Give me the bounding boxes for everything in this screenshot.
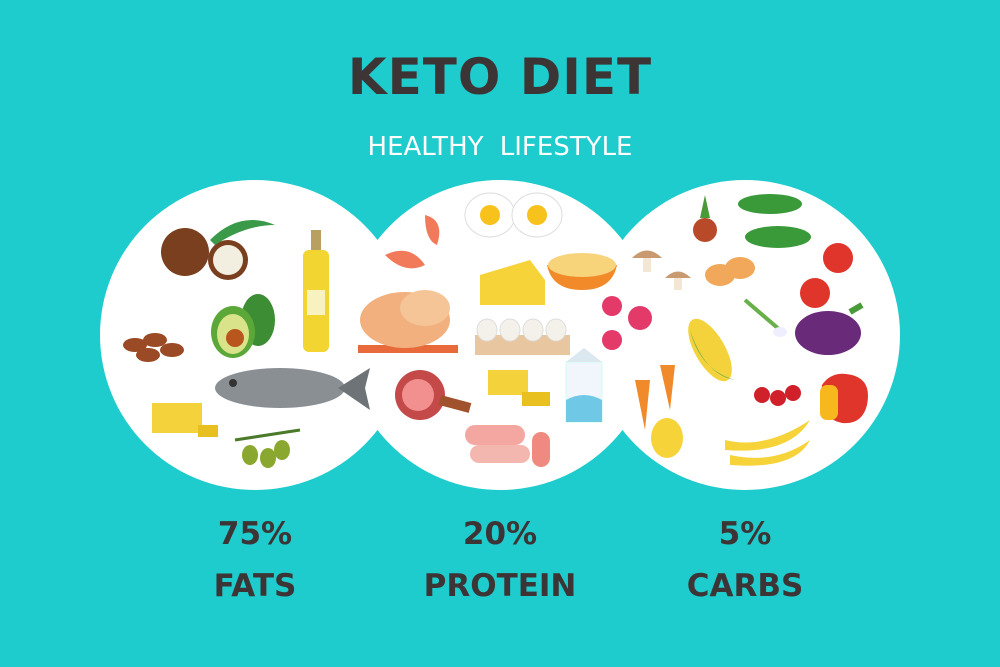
pear-icon (651, 418, 683, 458)
fried-eggs-icon (464, 192, 563, 238)
roast-chicken-icon (358, 290, 458, 353)
eggs-tray-icon (475, 318, 570, 355)
protein-label: PROTEIN (423, 568, 577, 604)
fats-label: FATS (213, 568, 297, 604)
palm-leaf-icon (210, 220, 275, 245)
shrimp-icon (385, 215, 440, 269)
mushrooms-icon (632, 250, 691, 290)
cottage-cheese-icon (547, 253, 617, 290)
fats-percent: 75% (217, 516, 293, 552)
page-subtitle: HEALTHY LIFESTYLE (367, 132, 633, 162)
corn-icon (688, 318, 735, 382)
almonds-icon (123, 333, 184, 362)
milk-icon (565, 348, 603, 423)
cheese-icon (480, 260, 545, 305)
carbs-percent: 5% (718, 516, 772, 552)
banana-icon (725, 420, 810, 466)
tomato-icon (800, 243, 853, 308)
carrot-icon (635, 365, 675, 430)
carbs-stat: 5% CARBS (595, 508, 895, 612)
ham-icon (395, 370, 472, 420)
olive-branch-icon (234, 428, 301, 468)
fats-stat: 75% FATS (105, 508, 405, 612)
onion-icon (693, 195, 717, 242)
protein-stat: 20% PROTEIN (350, 508, 650, 612)
potato-icon (705, 257, 755, 286)
page-title: KETO DIET (347, 48, 653, 106)
coconut-icon (161, 228, 248, 280)
sausages-icon (465, 425, 550, 467)
fish-icon (215, 368, 370, 410)
olive-oil-icon (303, 230, 329, 352)
protein-percent: 20% (462, 516, 538, 552)
eggplant-icon (795, 302, 864, 355)
carbs-label: CARBS (686, 568, 804, 604)
butter-icon (488, 370, 550, 406)
spring-onion-icon (743, 298, 787, 337)
avocado-icon (211, 294, 275, 358)
radish-icon (602, 296, 652, 350)
pepper-icon (820, 373, 868, 424)
cucumber-icon (738, 194, 811, 248)
butter-icon (152, 403, 218, 437)
cherries-icon (754, 385, 801, 406)
